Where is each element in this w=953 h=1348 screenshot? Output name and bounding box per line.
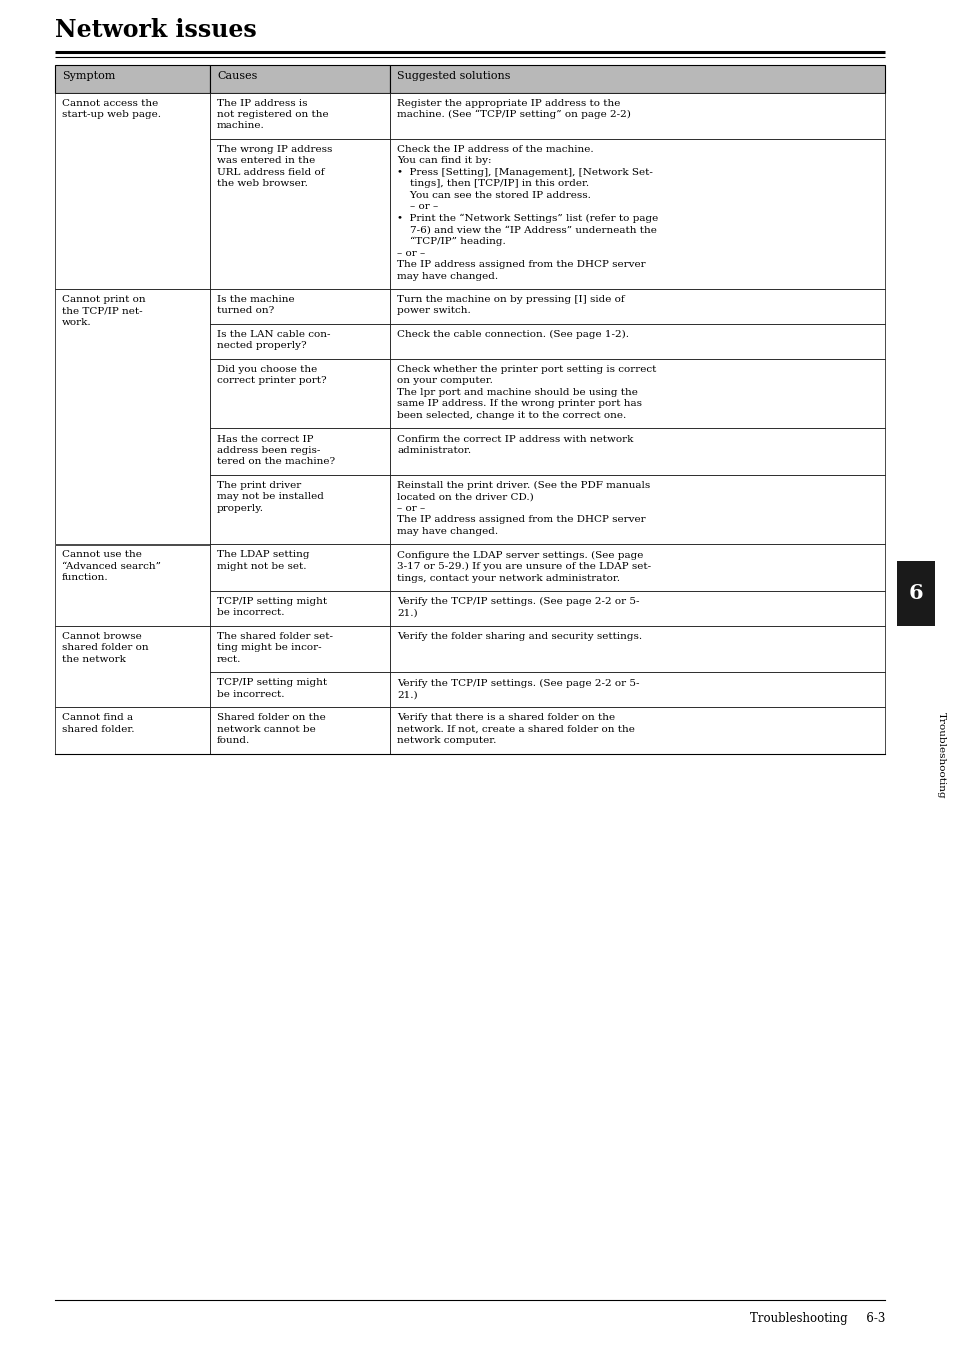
Bar bbox=[210, 545, 390, 590]
Bar bbox=[896, 561, 934, 625]
Text: Is the machine
turned on?: Is the machine turned on? bbox=[216, 295, 294, 315]
Text: The LDAP setting
might not be set.: The LDAP setting might not be set. bbox=[216, 550, 309, 572]
Bar bbox=[210, 708, 390, 754]
Bar bbox=[390, 590, 884, 625]
Text: Reinstall the print driver. (See the PDF manuals
located on the driver CD.)
– or: Reinstall the print driver. (See the PDF… bbox=[396, 481, 650, 537]
Text: Configure the LDAP server settings. (See page
3-17 or 5-29.) If you are unsure o: Configure the LDAP server settings. (See… bbox=[396, 550, 651, 582]
Text: Verify the TCP/IP settings. (See page 2-2 or 5-
21.): Verify the TCP/IP settings. (See page 2-… bbox=[396, 678, 639, 700]
Text: Cannot find a
shared folder.: Cannot find a shared folder. bbox=[62, 713, 134, 733]
Text: Troubleshooting     6-3: Troubleshooting 6-3 bbox=[749, 1312, 884, 1325]
Text: The IP address is
not registered on the
machine.: The IP address is not registered on the … bbox=[216, 98, 328, 131]
Text: Turn the machine on by pressing [I] side of
power switch.: Turn the machine on by pressing [I] side… bbox=[396, 295, 624, 315]
Bar bbox=[390, 708, 884, 754]
Text: TCP/IP setting might
be incorrect.: TCP/IP setting might be incorrect. bbox=[216, 678, 327, 700]
Bar bbox=[210, 93, 390, 139]
Text: Cannot access the
start-up web page.: Cannot access the start-up web page. bbox=[62, 98, 161, 119]
Text: The shared folder set-
ting might be incor-
rect.: The shared folder set- ting might be inc… bbox=[216, 632, 333, 665]
Text: Has the correct IP
address been regis-
tered on the machine?: Has the correct IP address been regis- t… bbox=[216, 434, 335, 466]
Text: Symptom: Symptom bbox=[62, 70, 115, 81]
Bar bbox=[210, 288, 390, 324]
Bar bbox=[390, 139, 884, 288]
Bar bbox=[390, 429, 884, 474]
Text: Troubleshooting: Troubleshooting bbox=[936, 712, 944, 798]
Text: Check whether the printer port setting is correct
on your computer.
The lpr port: Check whether the printer port setting i… bbox=[396, 365, 656, 419]
Bar bbox=[390, 288, 884, 324]
Bar bbox=[210, 474, 390, 545]
Bar bbox=[390, 93, 884, 139]
Bar bbox=[390, 359, 884, 429]
Text: 6: 6 bbox=[908, 584, 923, 603]
Bar bbox=[390, 65, 884, 93]
Bar bbox=[210, 673, 390, 708]
Bar bbox=[210, 324, 390, 359]
Text: Cannot print on
the TCP/IP net-
work.: Cannot print on the TCP/IP net- work. bbox=[62, 295, 146, 328]
Bar bbox=[210, 65, 390, 93]
Text: Verify the folder sharing and security settings.: Verify the folder sharing and security s… bbox=[396, 632, 641, 642]
Bar bbox=[210, 429, 390, 474]
Bar bbox=[210, 359, 390, 429]
Text: Network issues: Network issues bbox=[55, 18, 256, 42]
Bar bbox=[55, 93, 210, 288]
Text: Check the cable connection. (See page 1-2).: Check the cable connection. (See page 1-… bbox=[396, 330, 628, 340]
Text: Verify that there is a shared folder on the
network. If not, create a shared fol: Verify that there is a shared folder on … bbox=[396, 713, 634, 745]
Bar bbox=[55, 545, 210, 625]
Bar bbox=[390, 545, 884, 590]
Text: Causes: Causes bbox=[216, 70, 257, 81]
Text: Cannot use the
“Advanced search”
function.: Cannot use the “Advanced search” functio… bbox=[62, 550, 161, 582]
Bar bbox=[210, 590, 390, 625]
Bar bbox=[210, 625, 390, 673]
Text: Check the IP address of the machine.
You can find it by:
•  Press [Setting], [Ma: Check the IP address of the machine. You… bbox=[396, 146, 658, 280]
Text: Is the LAN cable con-
nected properly?: Is the LAN cable con- nected properly? bbox=[216, 330, 330, 350]
Bar bbox=[390, 324, 884, 359]
Bar bbox=[55, 708, 210, 754]
Bar bbox=[55, 288, 210, 545]
Text: Verify the TCP/IP settings. (See page 2-2 or 5-
21.): Verify the TCP/IP settings. (See page 2-… bbox=[396, 597, 639, 617]
Text: Confirm the correct IP address with network
administrator.: Confirm the correct IP address with netw… bbox=[396, 434, 633, 456]
Text: Did you choose the
correct printer port?: Did you choose the correct printer port? bbox=[216, 365, 326, 386]
Text: Shared folder on the
network cannot be
found.: Shared folder on the network cannot be f… bbox=[216, 713, 325, 745]
Text: The print driver
may not be installed
properly.: The print driver may not be installed pr… bbox=[216, 481, 323, 512]
Bar bbox=[390, 673, 884, 708]
Text: Register the appropriate IP address to the
machine. (See “TCP/IP setting” on pag: Register the appropriate IP address to t… bbox=[396, 98, 630, 120]
Bar bbox=[390, 625, 884, 673]
Bar bbox=[210, 139, 390, 288]
Text: The wrong IP address
was entered in the
URL address field of
the web browser.: The wrong IP address was entered in the … bbox=[216, 146, 332, 189]
Text: Cannot browse
shared folder on
the network: Cannot browse shared folder on the netwo… bbox=[62, 632, 149, 665]
Bar bbox=[55, 65, 210, 93]
Bar bbox=[55, 625, 210, 708]
Text: Suggested solutions: Suggested solutions bbox=[396, 70, 510, 81]
Bar bbox=[390, 474, 884, 545]
Text: TCP/IP setting might
be incorrect.: TCP/IP setting might be incorrect. bbox=[216, 597, 327, 617]
